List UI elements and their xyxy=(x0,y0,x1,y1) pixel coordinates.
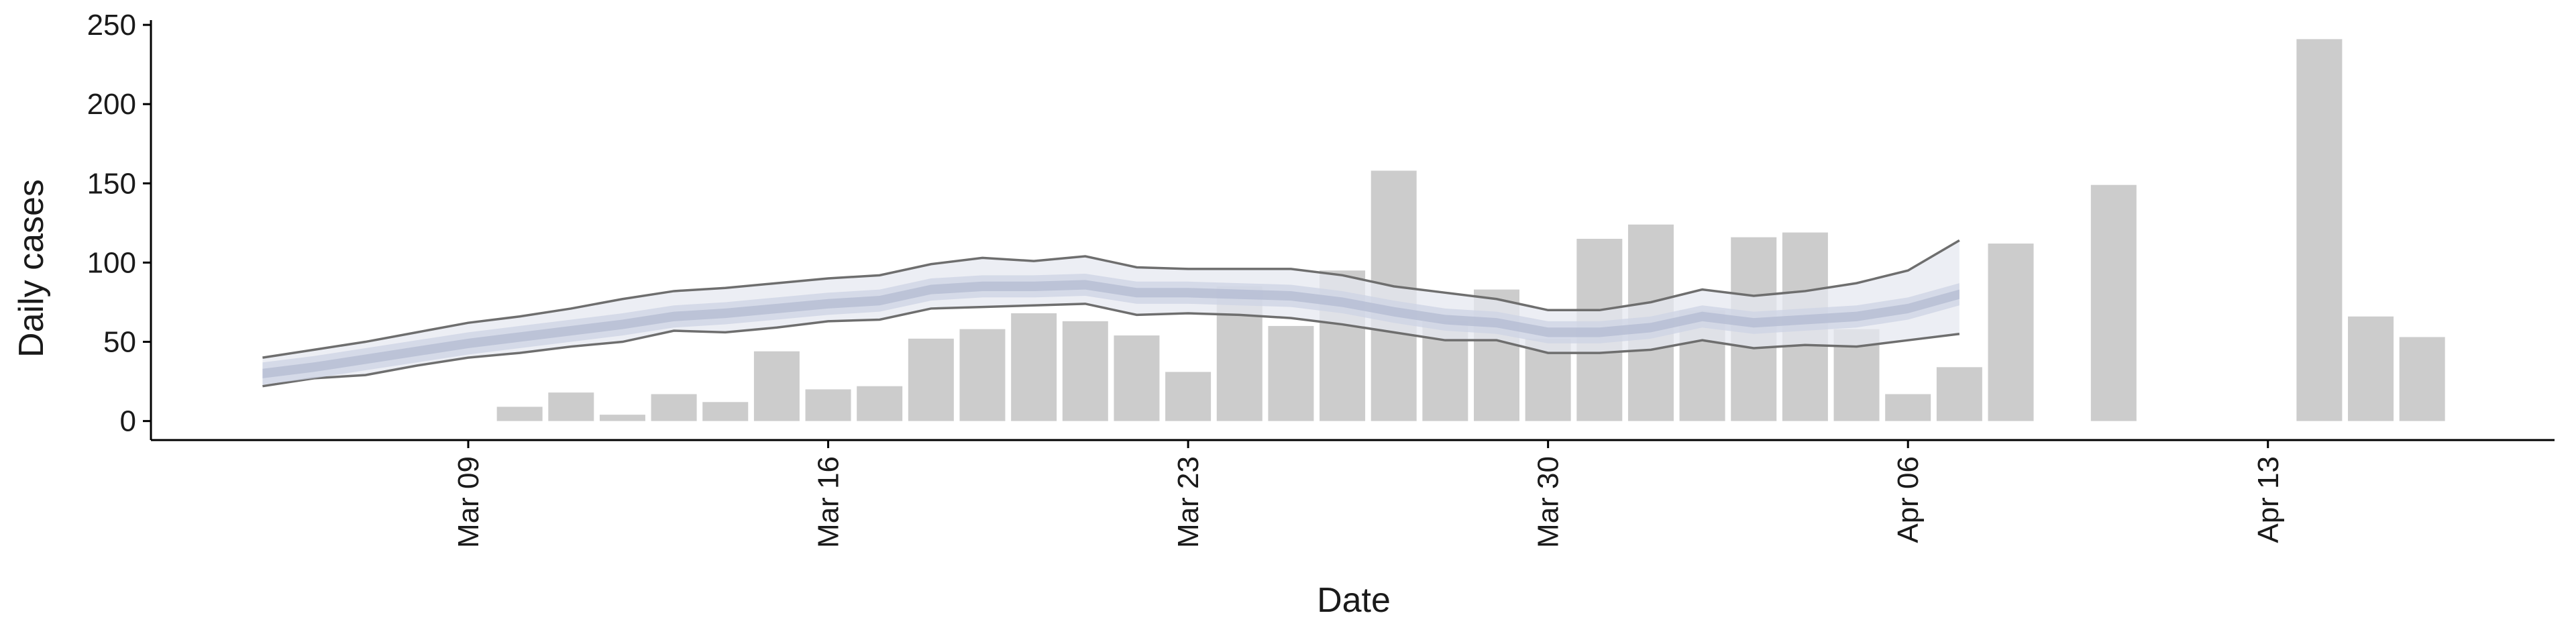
bar xyxy=(2348,316,2394,421)
x-axis-title: Date xyxy=(1317,581,1391,620)
bar xyxy=(1936,367,1982,421)
y-tick-label: 0 xyxy=(120,405,136,438)
ribbon-edge xyxy=(262,239,1960,359)
ribbon-edge xyxy=(262,303,1960,388)
bar xyxy=(2296,39,2343,421)
bar xyxy=(496,407,543,421)
y-tick-label: 200 xyxy=(87,88,136,121)
ribbon xyxy=(262,280,1960,378)
bar xyxy=(2090,184,2137,421)
y-tick-label: 100 xyxy=(87,246,136,279)
bar xyxy=(908,338,954,421)
y-tick-label: 250 xyxy=(87,9,136,42)
bar xyxy=(651,394,697,421)
x-tick-label: Mar 16 xyxy=(812,456,845,548)
x-tick-label: Apr 13 xyxy=(2252,456,2285,543)
bar xyxy=(2399,337,2445,421)
bar xyxy=(1268,325,1314,421)
bar xyxy=(805,389,851,421)
bar xyxy=(1988,244,2034,421)
bar xyxy=(1885,394,1931,421)
bar xyxy=(702,402,749,421)
x-tick-label: Mar 09 xyxy=(452,456,485,548)
bar xyxy=(1011,313,1057,421)
bar xyxy=(599,415,645,421)
bar xyxy=(1062,321,1108,421)
bar xyxy=(959,329,1006,421)
bar xyxy=(753,351,800,421)
bar xyxy=(1165,372,1212,421)
x-tick-label: Mar 30 xyxy=(1532,456,1565,548)
y-tick-label: 150 xyxy=(87,167,136,200)
x-tick-label: Apr 06 xyxy=(1892,456,1925,543)
bar xyxy=(857,386,903,421)
x-tick-label: Mar 23 xyxy=(1172,456,1205,548)
y-axis-title: Daily cases xyxy=(12,179,51,358)
bar xyxy=(1114,335,1160,421)
y-tick-label: 50 xyxy=(103,326,136,359)
bar xyxy=(548,392,594,421)
